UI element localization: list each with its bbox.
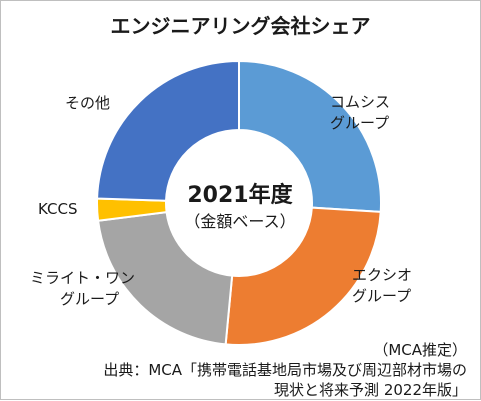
slice-label-mirait-one: ミライト・ワン グループ [30, 268, 135, 310]
estimate-note: （MCA推定） [373, 341, 467, 359]
slice-label-exeo-line1: エクシオ [352, 266, 413, 284]
source-line-1: 出典：MCA「携帯電話基地局市場及び周辺部材市場の [103, 361, 467, 379]
slice-label-comsys-line1: コムシス [330, 93, 391, 111]
donut-slice-mirait-one [97, 211, 234, 346]
slice-label-exeo: エクシオ グループ [352, 265, 412, 307]
slice-label-exeo-line2: グループ [352, 287, 412, 305]
donut-slice-comsys [238, 59, 382, 213]
slice-label-other: その他 [65, 94, 111, 112]
center-label-year: 2021年度 [187, 183, 293, 208]
slice-label-comsys: コムシス グループ [330, 92, 390, 134]
slice-label-kccs: KCCS [38, 200, 78, 218]
slice-label-mirait-one-line1: ミライト・ワン [30, 269, 136, 287]
source-line-2: 現状と将来予測 2022年版」 [274, 381, 467, 399]
donut-slice-exeo [224, 206, 382, 346]
slice-label-comsys-line2: グループ [330, 114, 390, 132]
center-label-basis: （金額ベース） [184, 212, 296, 231]
donut-slice-other [96, 59, 240, 202]
chart-title: エンジニアリング会社シェア [110, 14, 371, 38]
slice-label-mirait-one-line2: グループ [60, 290, 120, 308]
